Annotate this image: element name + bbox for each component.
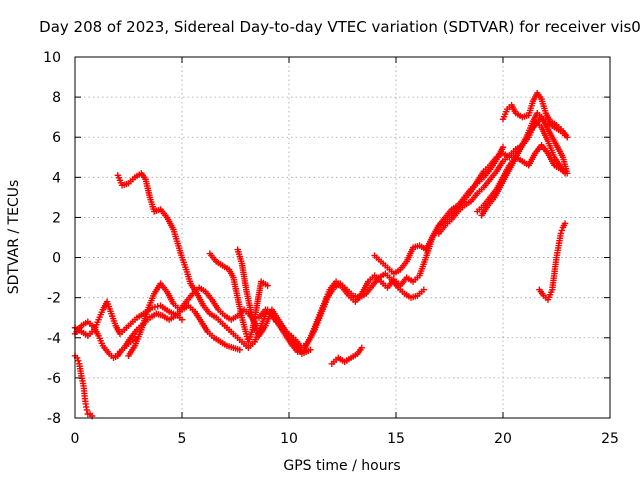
data-point: [178, 316, 186, 323]
series-s16: [499, 89, 571, 141]
data-point: [75, 357, 82, 365]
y-tick-label: -6: [47, 371, 61, 387]
data-point: [83, 406, 90, 414]
plot-frame: [74, 56, 611, 419]
data-point: [499, 144, 507, 151]
x-tick-label: 5: [178, 431, 187, 447]
data-point: [558, 227, 566, 234]
x-tick-label: 15: [387, 431, 405, 447]
data-markers: [71, 89, 571, 420]
y-tick-label: -4: [47, 331, 61, 347]
y-tick-label: 10: [43, 50, 61, 66]
y-axis-label: SDTVAR / TECUs: [6, 180, 22, 295]
axis-ticks: 0 5 10 15 20 25 -8 -6 -4 -2 0 2 4 6 8 10: [43, 50, 619, 447]
chart-title: Day 208 of 2023, Sidereal Day-to-day VTE…: [39, 18, 640, 36]
x-tick-label: 10: [280, 431, 298, 447]
series-s11: [328, 344, 365, 368]
y-tick-label: 2: [52, 210, 61, 226]
data-point: [236, 346, 243, 354]
series-s9: [255, 144, 507, 356]
data-point: [564, 134, 571, 141]
data-point: [561, 220, 569, 227]
y-tick-label: 8: [52, 90, 61, 106]
y-tick-label: -8: [47, 411, 61, 427]
series-s12: [371, 117, 569, 277]
y-tick-label: 0: [52, 251, 61, 267]
data-point: [307, 346, 314, 354]
x-tick-label: 25: [601, 431, 619, 447]
data-point: [358, 344, 365, 352]
series-s10: [285, 270, 428, 352]
data-point: [557, 230, 564, 237]
x-tick-label: 0: [71, 431, 80, 447]
series-s15: [478, 109, 571, 219]
data-point: [264, 282, 271, 289]
y-tick-label: -2: [47, 291, 61, 307]
data-point: [420, 286, 428, 293]
y-tick-label: 4: [52, 170, 61, 186]
x-tick-label: 20: [494, 431, 512, 447]
series-s8: [234, 246, 314, 358]
y-tick-label: 6: [52, 130, 61, 146]
grid-layer: [75, 57, 610, 418]
series-s17: [536, 220, 569, 303]
x-axis-label: GPS time / hours: [283, 458, 400, 474]
data-point: [564, 170, 571, 177]
